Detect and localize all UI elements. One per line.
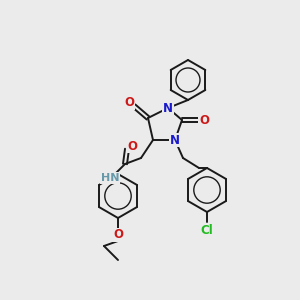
Text: O: O xyxy=(199,113,209,127)
Text: O: O xyxy=(127,140,137,152)
Text: N: N xyxy=(163,101,173,115)
Text: N: N xyxy=(170,134,180,146)
Text: HN: HN xyxy=(101,173,119,183)
Text: O: O xyxy=(124,97,134,110)
Text: O: O xyxy=(113,229,123,242)
Text: Cl: Cl xyxy=(201,224,213,236)
